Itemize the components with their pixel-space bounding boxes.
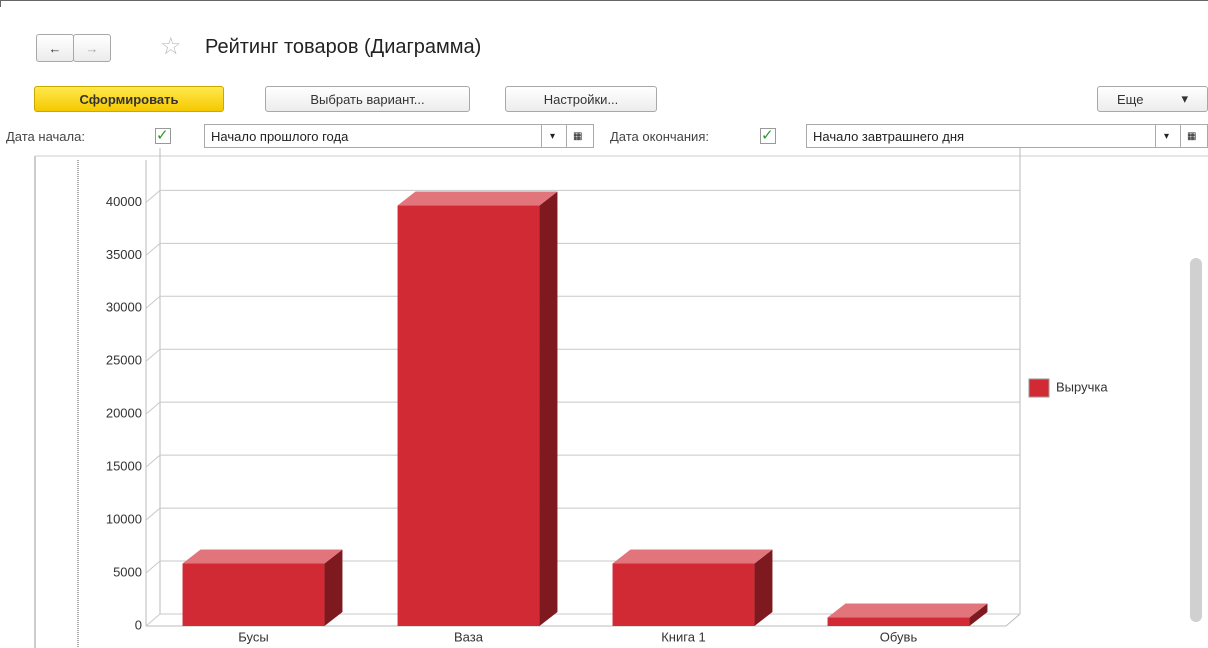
- settings-button[interactable]: Настройки...: [505, 86, 657, 112]
- grid-line-side: [145, 295, 161, 309]
- bar: [827, 617, 970, 626]
- end-checkbox[interactable]: ✓: [760, 128, 776, 144]
- bar: [612, 563, 755, 626]
- top-border: [0, 0, 1208, 7]
- y-tick-label: 25000: [106, 353, 142, 368]
- y-tick-label: 15000: [106, 459, 142, 474]
- more-label: Еще: [1117, 91, 1144, 107]
- y-tick-label: 30000: [106, 300, 142, 315]
- start-calendar[interactable]: ▦: [566, 124, 594, 148]
- y-tick-label: 0: [135, 617, 142, 632]
- x-tick-label: Обувь: [880, 629, 918, 644]
- grid-line-side: [145, 560, 161, 574]
- scrollbar-thumb[interactable]: [1190, 258, 1202, 622]
- bar: [182, 563, 325, 626]
- back-button[interactable]: ←: [36, 34, 74, 62]
- page-title: Рейтинг товаров (Диаграмма): [205, 36, 482, 58]
- bar-side: [324, 549, 343, 626]
- more-button[interactable]: Еще ▾: [1097, 86, 1208, 112]
- x-tick-label: Книга 1: [661, 629, 706, 644]
- end-dropdown[interactable]: ▾: [1155, 124, 1181, 148]
- bar-top: [612, 549, 773, 564]
- bar-side: [969, 603, 988, 626]
- variant-button[interactable]: Выбрать вариант...: [265, 86, 470, 112]
- grid-line-side: [145, 613, 161, 627]
- grid-line-side: [145, 507, 161, 521]
- y-tick-label: 35000: [106, 247, 142, 262]
- grid-line-side: [145, 242, 161, 256]
- bar-top: [827, 603, 988, 618]
- favorite-star[interactable]: ☆: [160, 33, 182, 60]
- start-field[interactable]: Начало прошлого года: [204, 124, 542, 148]
- end-field[interactable]: Начало завтрашнего дня: [806, 124, 1156, 148]
- forward-button[interactable]: →: [73, 34, 111, 62]
- y-tick-label: 5000: [113, 564, 142, 579]
- start-checkbox[interactable]: ✓: [155, 128, 171, 144]
- bar-top: [182, 549, 343, 564]
- legend-label: Выручка: [1056, 379, 1108, 394]
- y-tick-label: 40000: [106, 194, 142, 209]
- bar-side: [754, 549, 773, 626]
- legend-swatch: [1028, 378, 1050, 398]
- start-date-label: Дата начала:: [6, 129, 85, 144]
- floor-right: [1005, 613, 1021, 627]
- grid-line-side: [145, 189, 161, 203]
- grid-line-side: [145, 401, 161, 415]
- y-tick-label: 20000: [106, 406, 142, 421]
- bar-top: [397, 191, 558, 206]
- bar-side: [539, 191, 558, 627]
- x-tick-label: Ваза: [454, 629, 484, 644]
- grid-line-side: [145, 348, 161, 362]
- more-arrow: ▾: [1181, 91, 1188, 106]
- start-dropdown[interactable]: ▾: [541, 124, 567, 148]
- generate-button[interactable]: Сформировать: [34, 86, 224, 112]
- end-calendar[interactable]: ▦: [1180, 124, 1208, 148]
- grid-line-side: [145, 454, 161, 468]
- end-date-label: Дата окончания:: [610, 129, 709, 144]
- y-tick-label: 10000: [106, 512, 142, 527]
- x-tick-label: Бусы: [238, 629, 268, 644]
- bar: [397, 205, 540, 627]
